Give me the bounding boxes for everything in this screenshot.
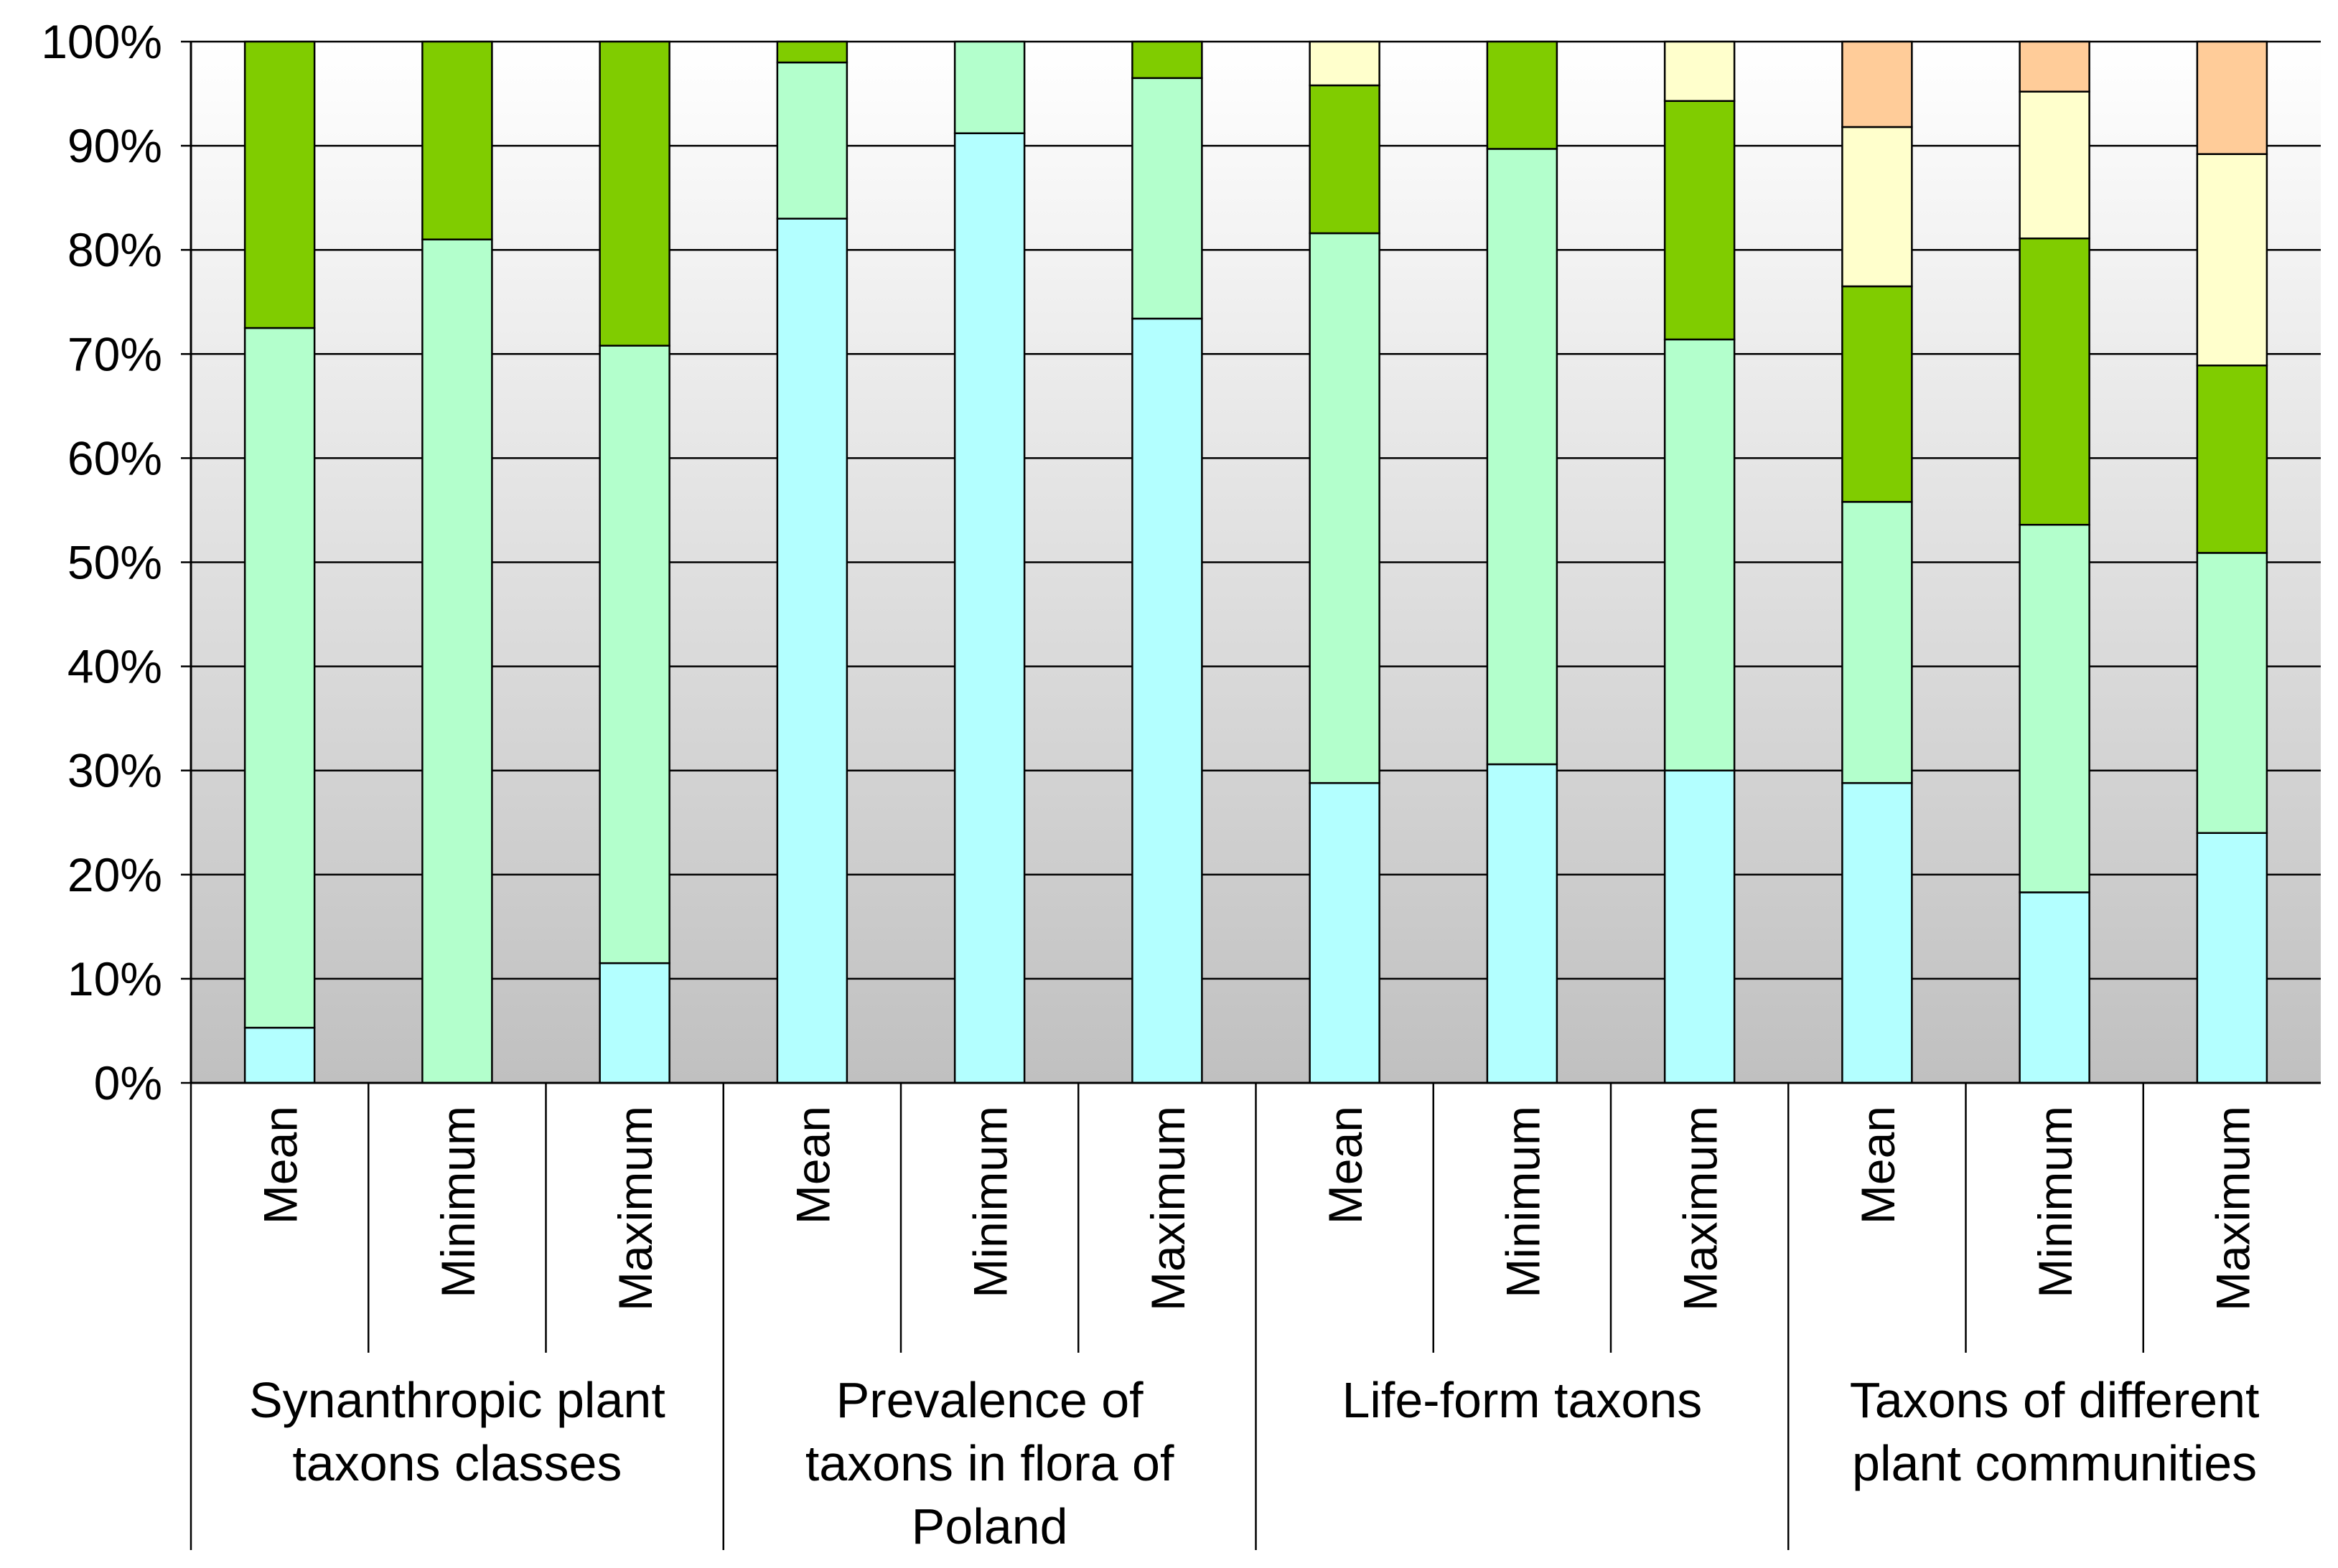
group-label: taxons classes xyxy=(292,1435,622,1491)
x-tick-label: Minimum xyxy=(2029,1106,2082,1298)
bar-segment xyxy=(1131,317,1203,1084)
bar-segment xyxy=(2196,153,2268,367)
group-label: taxons in flora of xyxy=(805,1435,1174,1491)
bar-segment xyxy=(1841,501,1913,784)
x-tick-label: Minimum xyxy=(1496,1106,1549,1298)
bar-segment xyxy=(421,40,493,240)
bar-segment xyxy=(1131,40,1203,80)
bar-segment xyxy=(1309,232,1380,784)
y-tick-label: 30% xyxy=(67,744,162,797)
x-tick-label: Maximum xyxy=(2206,1106,2259,1311)
bars xyxy=(243,40,2268,1084)
group-label: plant communities xyxy=(1852,1435,2257,1491)
bar-segment xyxy=(2196,552,2268,835)
bar-segment xyxy=(2196,40,2268,155)
group-labels: Synanthropic plant taxons classes Prevalen… xyxy=(249,1372,2260,1554)
y-tick-label: 80% xyxy=(67,223,162,276)
gridlines xyxy=(181,40,2321,1084)
y-tick-label: 70% xyxy=(67,327,162,380)
y-tick-label: 20% xyxy=(67,848,162,901)
bar-segment xyxy=(953,132,1026,1084)
x-tick-label: Maximum xyxy=(609,1106,662,1311)
group-label: Prevalence of xyxy=(836,1372,1144,1428)
x-tick-label: Mean xyxy=(1851,1106,1904,1224)
bar-segment xyxy=(1663,769,1736,1084)
bar-segment xyxy=(2019,237,2090,526)
y-tick-label: 100% xyxy=(41,15,162,68)
bar-segment xyxy=(1663,338,1736,771)
x-tick-label: Mean xyxy=(254,1106,307,1224)
bar-segment xyxy=(1841,40,1913,128)
bar-segment xyxy=(1486,40,1558,150)
bar-segment xyxy=(1486,763,1558,1084)
group-label: Taxons of different xyxy=(1850,1372,2260,1428)
group-label: Poland xyxy=(912,1498,1068,1554)
bar-segment xyxy=(243,1026,316,1084)
bar-segment xyxy=(1663,40,1736,102)
bar-segment xyxy=(243,327,316,1029)
bar-segment xyxy=(599,40,670,347)
y-tick-label: 40% xyxy=(67,640,162,693)
bar-segment xyxy=(599,344,670,964)
bar-segment xyxy=(2196,365,2268,554)
bar-segment xyxy=(243,40,316,329)
bar-segment xyxy=(776,40,848,64)
bar-segment xyxy=(2019,524,2090,893)
bar-segment xyxy=(1309,84,1380,235)
y-tick-label: 50% xyxy=(67,536,162,589)
bar-segment xyxy=(1841,126,1913,288)
x-tick-label: Minimum xyxy=(964,1106,1017,1298)
bar-segment xyxy=(599,962,670,1084)
bar-segment xyxy=(1663,100,1736,341)
y-tick-label: 0% xyxy=(94,1056,162,1109)
y-tick-label: 90% xyxy=(67,119,162,172)
bar-segment xyxy=(953,40,1026,134)
bar-segment xyxy=(1309,40,1380,87)
x-tick-label: Mean xyxy=(1319,1106,1372,1224)
bar-segment xyxy=(1131,77,1203,320)
bar-segment xyxy=(2019,891,2090,1084)
group-label: Synanthropic plant xyxy=(249,1372,665,1428)
bar-segment xyxy=(1841,781,1913,1084)
group-label: Life-form taxons xyxy=(1342,1372,1702,1428)
x-tick-label: Maximum xyxy=(1141,1106,1194,1311)
x-tick-label: Maximum xyxy=(1674,1106,1727,1311)
y-tick-label: 60% xyxy=(67,431,162,484)
bar-segment xyxy=(776,61,848,220)
bar-segment xyxy=(1841,285,1913,503)
bar-segment xyxy=(1309,781,1380,1084)
bar-segment xyxy=(2019,90,2090,240)
x-tick-labels: Mean Minimum Maximum Mean Minimum Maximum Mean… xyxy=(254,1106,2260,1311)
x-tick-label: Mean xyxy=(786,1106,839,1224)
bar-segment xyxy=(776,217,848,1084)
bar-segment xyxy=(2019,40,2090,93)
x-tick-label: Minimum xyxy=(431,1106,485,1298)
y-tick-label: 10% xyxy=(67,952,162,1005)
bar-segment xyxy=(2196,832,2268,1084)
y-tick-labels: 0% 10% 20% 30% 40% 50% 60% 70% 80% 90% 100% xyxy=(41,15,162,1109)
axes xyxy=(190,42,2321,1550)
bar-segment xyxy=(421,238,493,1084)
bar-segment xyxy=(1486,148,1558,766)
